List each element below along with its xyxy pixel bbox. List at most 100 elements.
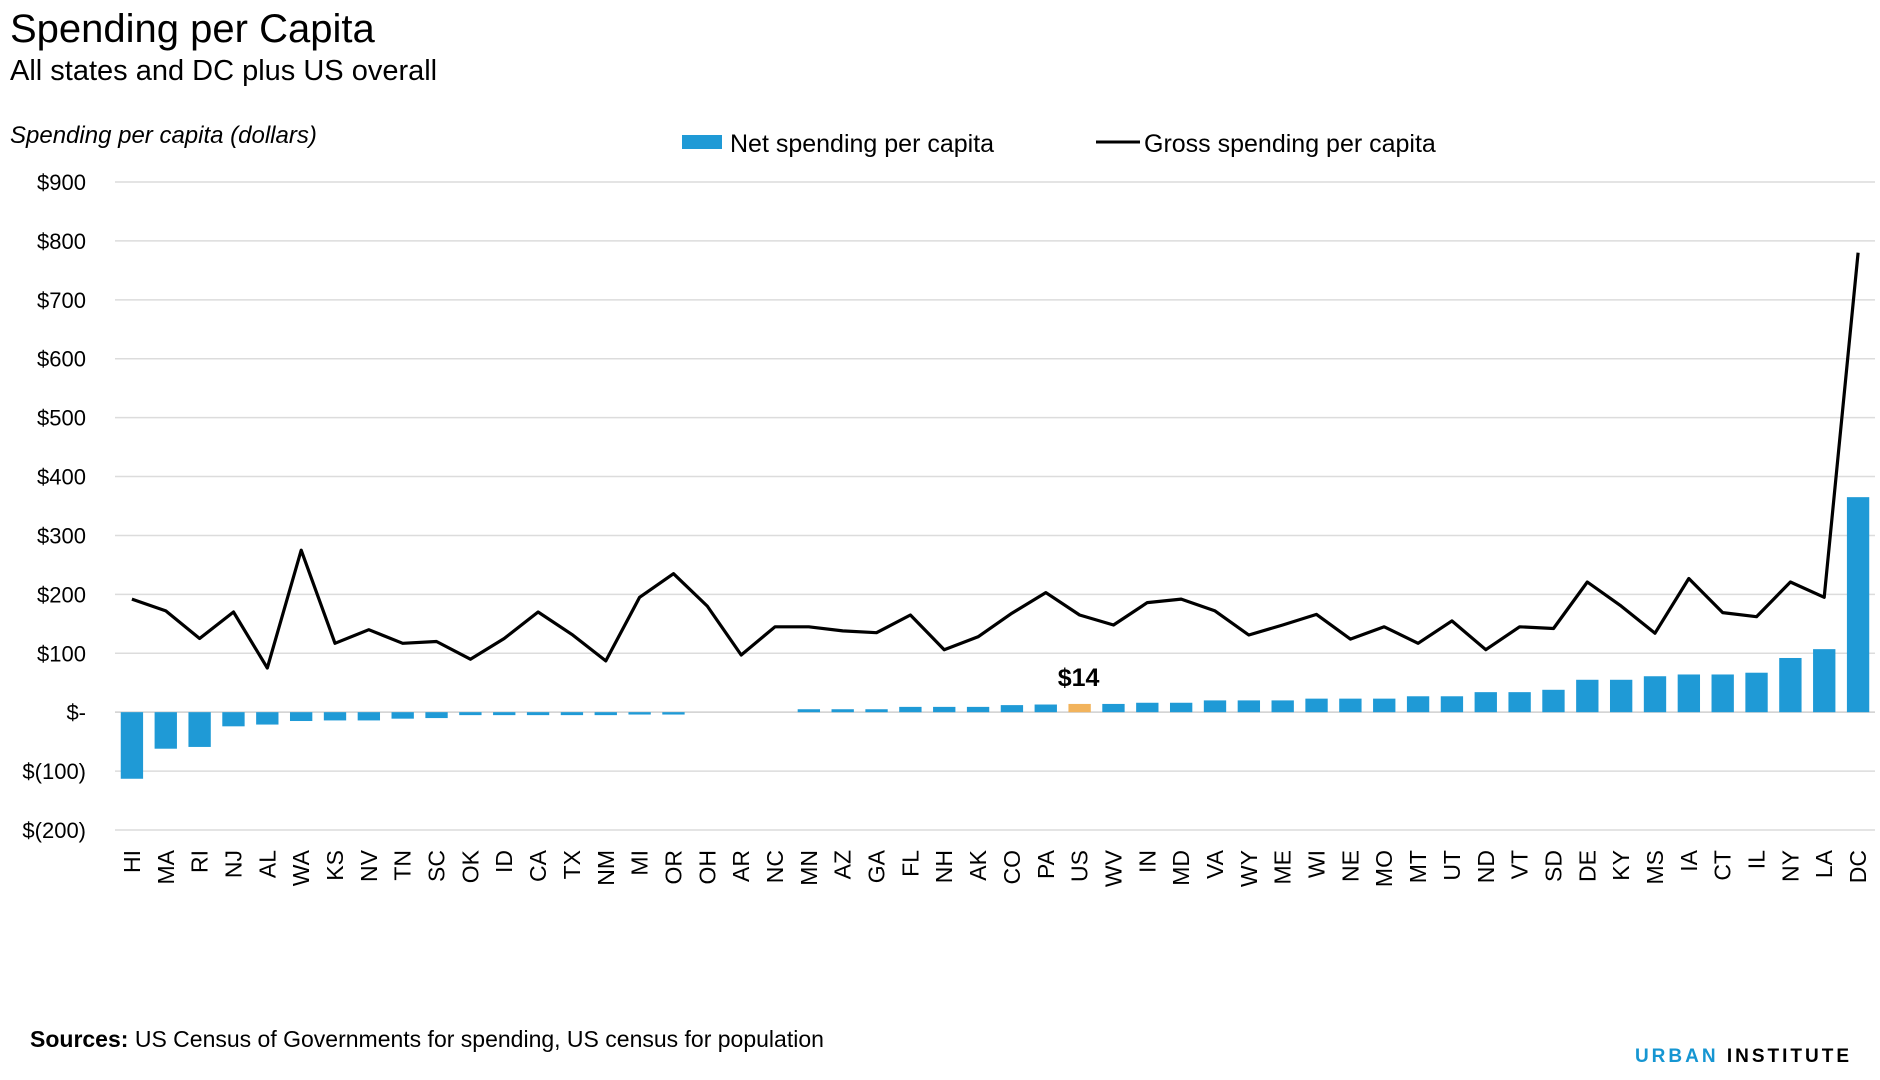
net-bar-id [493,712,516,716]
net-bar-co [1000,705,1024,713]
net-bar-nh [933,706,956,713]
net-bar-la [1813,649,1836,713]
x-tick-label-la: LA [1811,849,1837,878]
net-bar-ca [526,712,550,716]
x-tick-label-mi: MI [627,850,653,876]
net-bar-ky [1609,679,1633,713]
y-tick-label: $(200) [22,818,86,843]
net-bar-mt [1406,696,1430,713]
net-bar-az [831,709,854,713]
x-tick-label-ok: OK [457,849,483,883]
x-tick-label-fl: FL [897,850,923,877]
net-bar-or [662,712,685,715]
x-tick-label-md: MD [1168,850,1194,886]
x-tick-label-nv: NV [356,849,382,882]
x-tick-label-ut: UT [1439,850,1465,881]
net-bar-wy [1237,700,1261,713]
net-bar-mo [1373,698,1396,713]
net-bar-nm [594,712,617,716]
net-bar-al [256,712,279,725]
x-tick-label-ct: CT [1710,850,1736,881]
y-tick-label: $100 [37,641,86,666]
x-tick-label-co: CO [999,850,1025,885]
x-tick-label-ne: NE [1337,850,1363,882]
y-tick-label: $- [66,700,86,725]
net-bar-ms [1643,676,1667,713]
x-tick-label-nc: NC [762,850,788,883]
net-bar-nv [357,712,381,721]
sources-note: Sources: US Census of Governments for sp… [30,1026,824,1053]
net-bar-sc [425,712,448,719]
x-tick-label-nd: ND [1473,850,1499,883]
x-tick-label-ny: NY [1777,850,1803,882]
x-tick-label-wi: WI [1304,850,1330,878]
net-bar-fl [899,706,922,713]
net-bar-wa [289,712,313,722]
net-bar-nd [1474,692,1497,713]
y-axis-label: Spending per capita (dollars) [10,122,317,149]
legend-swatch-net [682,135,722,149]
x-tick-label-va: VA [1202,849,1228,879]
x-tick-label-in: IN [1134,850,1160,873]
net-bar-mn [797,709,821,713]
urban-institute-logo: URBAN INSTITUTE [1635,1046,1852,1068]
y-tick-label: $300 [37,523,86,548]
net-bar-hi [120,712,144,779]
x-tick-label-ri: RI [187,850,213,873]
x-tick-label-wv: WV [1100,849,1126,887]
x-tick-label-de: DE [1574,850,1600,882]
brand-institute: INSTITUTE [1726,1046,1852,1067]
x-tick-label-mt: MT [1405,850,1431,883]
x-tick-label-or: OR [660,850,686,885]
net-bar-ak [966,706,990,713]
x-tick-label-ca: CA [525,849,551,882]
net-bar-wi [1305,698,1328,713]
net-bar-tx [560,712,584,716]
net-bar-tn [391,712,414,719]
net-bar-ma [154,712,177,749]
legend-label-net: Net spending per capita [730,130,994,158]
x-tick-label-wa: WA [288,849,314,886]
grid-lines [115,181,1875,831]
legend-label-gross: Gross spending per capita [1144,130,1436,158]
net-bar-pa [1034,704,1057,713]
net-bar-ri [188,712,211,747]
x-tick-label-az: AZ [830,850,856,879]
net-bar-il [1745,672,1768,713]
net-bar-ga [865,709,888,713]
y-tick-label: $600 [37,347,86,372]
y-tick-label: $700 [37,288,86,313]
net-bar-nj [222,712,245,727]
net-bar-va [1203,700,1227,713]
x-tick-label-sd: SD [1540,850,1566,882]
net-bar-md [1169,702,1193,713]
sources-text: US Census of Governments for spending, U… [134,1026,824,1052]
x-tick-labels: HI MA RI NJ AL WA KS NV TN SC OK ID CA TX NM MI OR OH AR NC… [119,849,1871,887]
x-tick-label-nm: NM [593,850,619,886]
x-tick-label-us: US [1067,850,1093,882]
chart-subtitle: All states and DC plus US overall [10,55,438,87]
x-tick-label-ak: AK [965,849,991,880]
y-tick-label: $200 [37,582,86,607]
x-tick-label-sc: SC [424,850,450,882]
y-tick-labels: $900 $800 $700 $600 $500 $400 $300 $200 $100 $- $(… [22,170,86,843]
x-tick-label-mo: MO [1371,850,1397,887]
net-bar-ok [459,712,482,716]
x-tick-label-vt: VT [1507,850,1533,879]
chart-title: Spending per Capita [10,7,375,51]
y-tick-label: $(100) [22,759,86,784]
x-tick-label-me: ME [1270,850,1296,885]
y-tick-label: $900 [37,170,86,195]
x-tick-label-id: ID [491,850,517,873]
x-tick-label-nj: NJ [220,850,246,878]
x-tick-label-il: IL [1744,850,1770,869]
x-tick-label-ga: GA [864,849,890,883]
net-bars [120,497,1870,779]
net-bar-ny [1779,657,1802,713]
net-bar-ne [1339,698,1362,713]
x-tick-label-wy: WY [1236,850,1262,887]
net-bar-me [1271,700,1294,713]
us-value-annotation: $14 [1058,664,1100,692]
net-bar-ut [1440,696,1464,713]
